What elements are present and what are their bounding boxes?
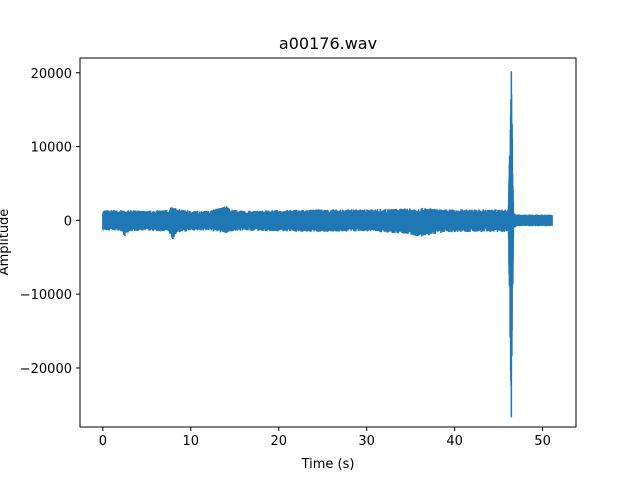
y-tick-label: −10000 <box>20 288 72 303</box>
x-tick-label: 40 <box>446 434 463 449</box>
x-tick-label: 0 <box>99 434 107 449</box>
x-tick-label: 30 <box>358 434 375 449</box>
y-axis-ticks: 20000 10000 0 −10000 −20000 <box>20 67 80 377</box>
amplitude-series <box>102 71 553 418</box>
chart-title: a00176.wav <box>279 34 377 53</box>
axes-frame <box>79 57 577 428</box>
x-tick-label: 10 <box>183 434 200 449</box>
x-tick-label: 20 <box>270 434 287 449</box>
y-tick-label: −20000 <box>20 362 72 377</box>
x-axis-label: Time (s) <box>301 457 355 472</box>
y-tick-label: 20000 <box>31 67 72 82</box>
x-tick-label: 50 <box>534 434 551 449</box>
y-axis-label: Amplitude <box>0 209 12 276</box>
plot-background <box>80 58 576 427</box>
y-tick-label: 10000 <box>31 141 72 156</box>
plot-area <box>79 57 577 428</box>
y-tick-label: 0 <box>64 214 72 229</box>
x-axis-ticks: 0 10 20 30 40 50 <box>99 427 551 449</box>
